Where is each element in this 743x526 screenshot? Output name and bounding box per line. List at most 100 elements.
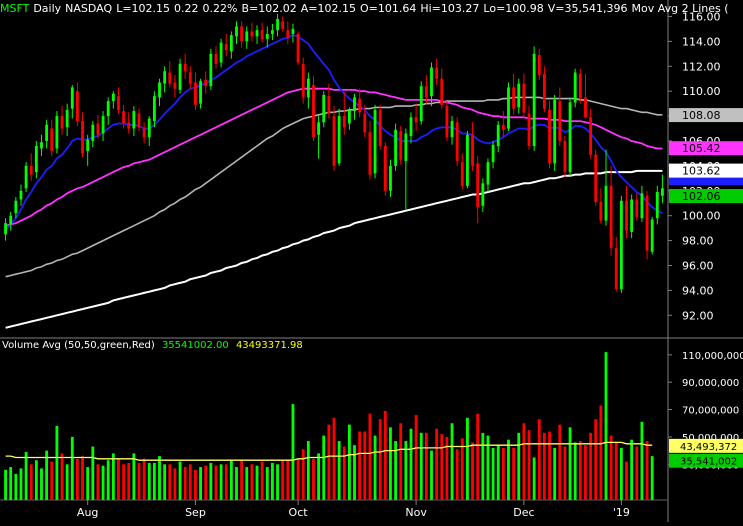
candle-body [553, 99, 557, 164]
volume-bar [409, 428, 413, 500]
candle-body [491, 144, 495, 163]
candle-body [563, 140, 567, 173]
candle-body [142, 128, 146, 138]
volume-bar [342, 446, 346, 500]
volume-bar [117, 458, 120, 500]
volume-bar [301, 449, 305, 500]
candle-body [137, 113, 141, 128]
candle [296, 31, 300, 66]
volume-bar [466, 417, 469, 500]
candle-body [594, 154, 598, 202]
candle-body [455, 122, 459, 161]
candle [40, 134, 43, 156]
candle-body [342, 116, 346, 128]
volume-bar [142, 458, 146, 500]
volume-value-1: 35541002.00 [161, 340, 229, 351]
volume-bar [111, 453, 115, 500]
candle-body [507, 87, 510, 129]
candle [455, 117, 459, 166]
ma-fast-line [4, 34, 663, 232]
candle-body [460, 162, 464, 186]
candle [471, 122, 474, 171]
candle-body [209, 53, 213, 87]
volume-tick-label: 70,000,000 [682, 406, 739, 417]
candle [214, 46, 218, 69]
time-tick-label: Nov [405, 506, 427, 519]
volume-bar [132, 453, 136, 500]
volume-bar [573, 442, 577, 500]
candle-body [286, 30, 290, 38]
candle-body [322, 94, 326, 123]
candle [363, 104, 367, 138]
candle [137, 108, 141, 132]
header-last: L=102.15 [116, 2, 171, 15]
volume-bar [173, 468, 177, 500]
candle-body [584, 97, 587, 118]
candle-body [522, 83, 526, 113]
candle-body [281, 21, 285, 29]
volume-bar [501, 447, 505, 500]
candle-body [9, 215, 13, 225]
volume-bar [122, 464, 126, 500]
candle-body [147, 118, 151, 138]
candle [594, 149, 598, 206]
candle [55, 111, 59, 154]
candle [399, 126, 403, 165]
candle [435, 58, 439, 85]
candle [317, 116, 321, 159]
volume-tick-label: 110,000,000 [682, 351, 743, 362]
candle-body [399, 131, 403, 160]
volume-bar [414, 415, 418, 500]
volume-bar [548, 431, 551, 500]
candle-body [599, 202, 603, 221]
candle [496, 121, 500, 153]
volume-bar [568, 427, 572, 500]
volume-bar [404, 441, 408, 500]
volume-bar [163, 464, 167, 500]
candle-body [363, 113, 367, 133]
candle [481, 178, 485, 212]
candle [609, 165, 613, 256]
candle [419, 81, 423, 125]
price-label-ma-mid-bg [669, 141, 743, 156]
candle-body [568, 102, 572, 173]
candle-body [158, 82, 161, 98]
volume-bar [542, 432, 546, 500]
candle [625, 185, 628, 239]
volume-bar [589, 432, 593, 500]
volume-bar [322, 435, 326, 500]
candle-body [481, 183, 485, 206]
candle-body [317, 122, 321, 135]
volume-bar [455, 449, 459, 500]
volume-bar [476, 413, 480, 500]
header-ask: A=102.15 [300, 2, 356, 15]
candle [383, 142, 387, 196]
volume-bar [137, 462, 141, 500]
candle [368, 121, 372, 180]
volume-tick-label: 50,000,000 [682, 433, 739, 444]
volume-bar [14, 473, 18, 500]
header-open: O=101.64 [359, 2, 417, 15]
candle-body [183, 63, 187, 72]
candle-body [271, 30, 274, 34]
candle-body [409, 117, 413, 136]
candle-body [132, 111, 136, 129]
candle [106, 97, 110, 125]
candle-body [404, 133, 408, 161]
volume-bar [389, 427, 392, 500]
candle-body [440, 78, 444, 105]
candle-body [152, 96, 156, 122]
candle [183, 53, 187, 79]
candle-body [609, 185, 613, 249]
volume-bar [229, 460, 233, 500]
time-tick-label: '19 [613, 506, 630, 519]
candle-body [512, 87, 516, 109]
volume-bar [317, 453, 321, 500]
volume-bar [306, 441, 310, 500]
candle [650, 216, 654, 255]
volume-bar [4, 469, 7, 500]
candle [29, 153, 33, 181]
candle-body [70, 87, 74, 109]
candle-body [106, 101, 110, 117]
candle [276, 13, 279, 37]
